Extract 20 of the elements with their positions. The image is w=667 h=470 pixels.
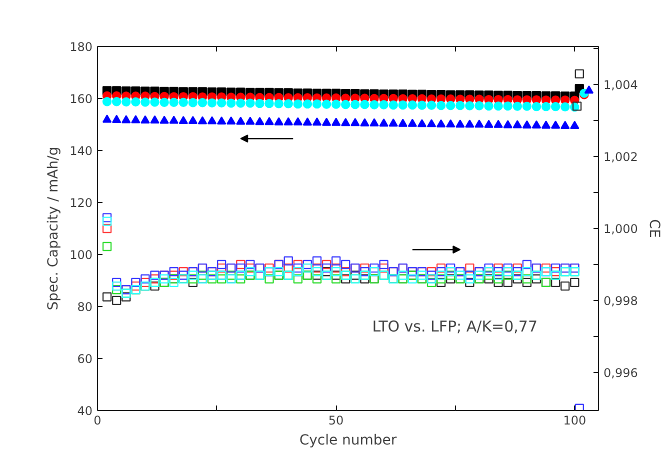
y-tick-label: 120 <box>70 196 92 210</box>
y-tick-label: 180 <box>70 40 92 54</box>
y2-axis-title: CE <box>646 219 662 238</box>
y2-tick-label: 0,998 <box>604 294 638 308</box>
y-tick-label: 140 <box>70 144 92 158</box>
x-tick-label: 0 <box>94 414 102 428</box>
annotation: LTO vs. LFP; A/K=0,77 <box>372 318 538 336</box>
x-tick-label: 50 <box>328 414 344 428</box>
y-tick-label: 160 <box>70 92 92 106</box>
y2-tick-label: 1,004 <box>604 78 638 92</box>
y2-tick-label: 1,000 <box>604 222 638 236</box>
x-axis-title: Cycle number <box>299 432 397 448</box>
y-tick-label: 60 <box>77 352 93 366</box>
y-axis-title: Spec. Capacity / mAh/g <box>46 146 62 310</box>
y2-tick-label: 0,996 <box>604 366 638 380</box>
y-tick-label: 100 <box>70 248 92 262</box>
x-tick-label: 100 <box>563 414 586 428</box>
y-tick-label: 40 <box>77 404 93 418</box>
y-tick-label: 80 <box>77 300 93 314</box>
y2-tick-label: 1,002 <box>604 150 638 164</box>
